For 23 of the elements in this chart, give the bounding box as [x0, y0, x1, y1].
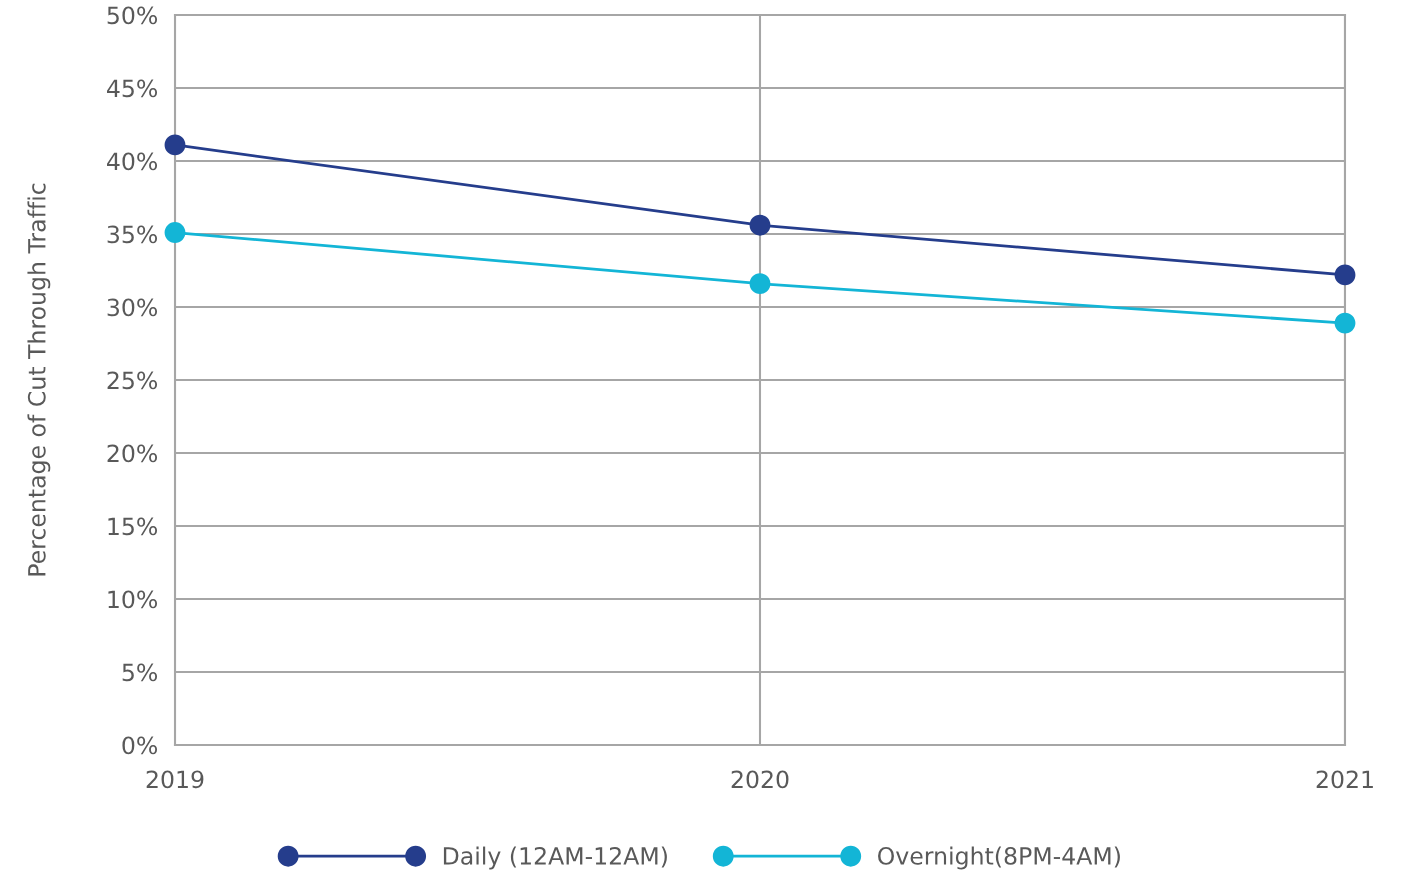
point	[749, 273, 771, 295]
x-tick-label: 2021	[1316, 770, 1373, 789]
point	[749, 214, 771, 236]
x-tick-label: 2020	[731, 770, 789, 789]
y-tick-label: 5%	[122, 663, 158, 682]
y-tick-label: 20%	[107, 444, 158, 463]
y-tick-label: 30%	[107, 298, 158, 317]
y-tick-label: 40%	[107, 152, 158, 171]
point	[164, 134, 186, 156]
y-tick-label: 45%	[107, 79, 158, 98]
legend-label: Daily (12AM-12AM)	[443, 846, 667, 870]
point	[164, 222, 186, 243]
point	[1334, 312, 1356, 334]
y-tick-label: 25%	[107, 371, 158, 390]
point	[1334, 264, 1356, 286]
y-tick-label: 35%	[107, 225, 158, 244]
y-axis-title: Percentage of Cut Through Traffic	[27, 183, 51, 576]
y-tick-label: 15%	[108, 517, 158, 536]
y-tick-label: 0%	[122, 736, 158, 755]
y-tick-label: 50%	[107, 6, 158, 25]
y-tick-label: 10%	[108, 590, 158, 609]
legend-label: Overnight(8PM-4AM)	[878, 846, 1120, 870]
x-tick-label: 2019	[146, 770, 204, 789]
